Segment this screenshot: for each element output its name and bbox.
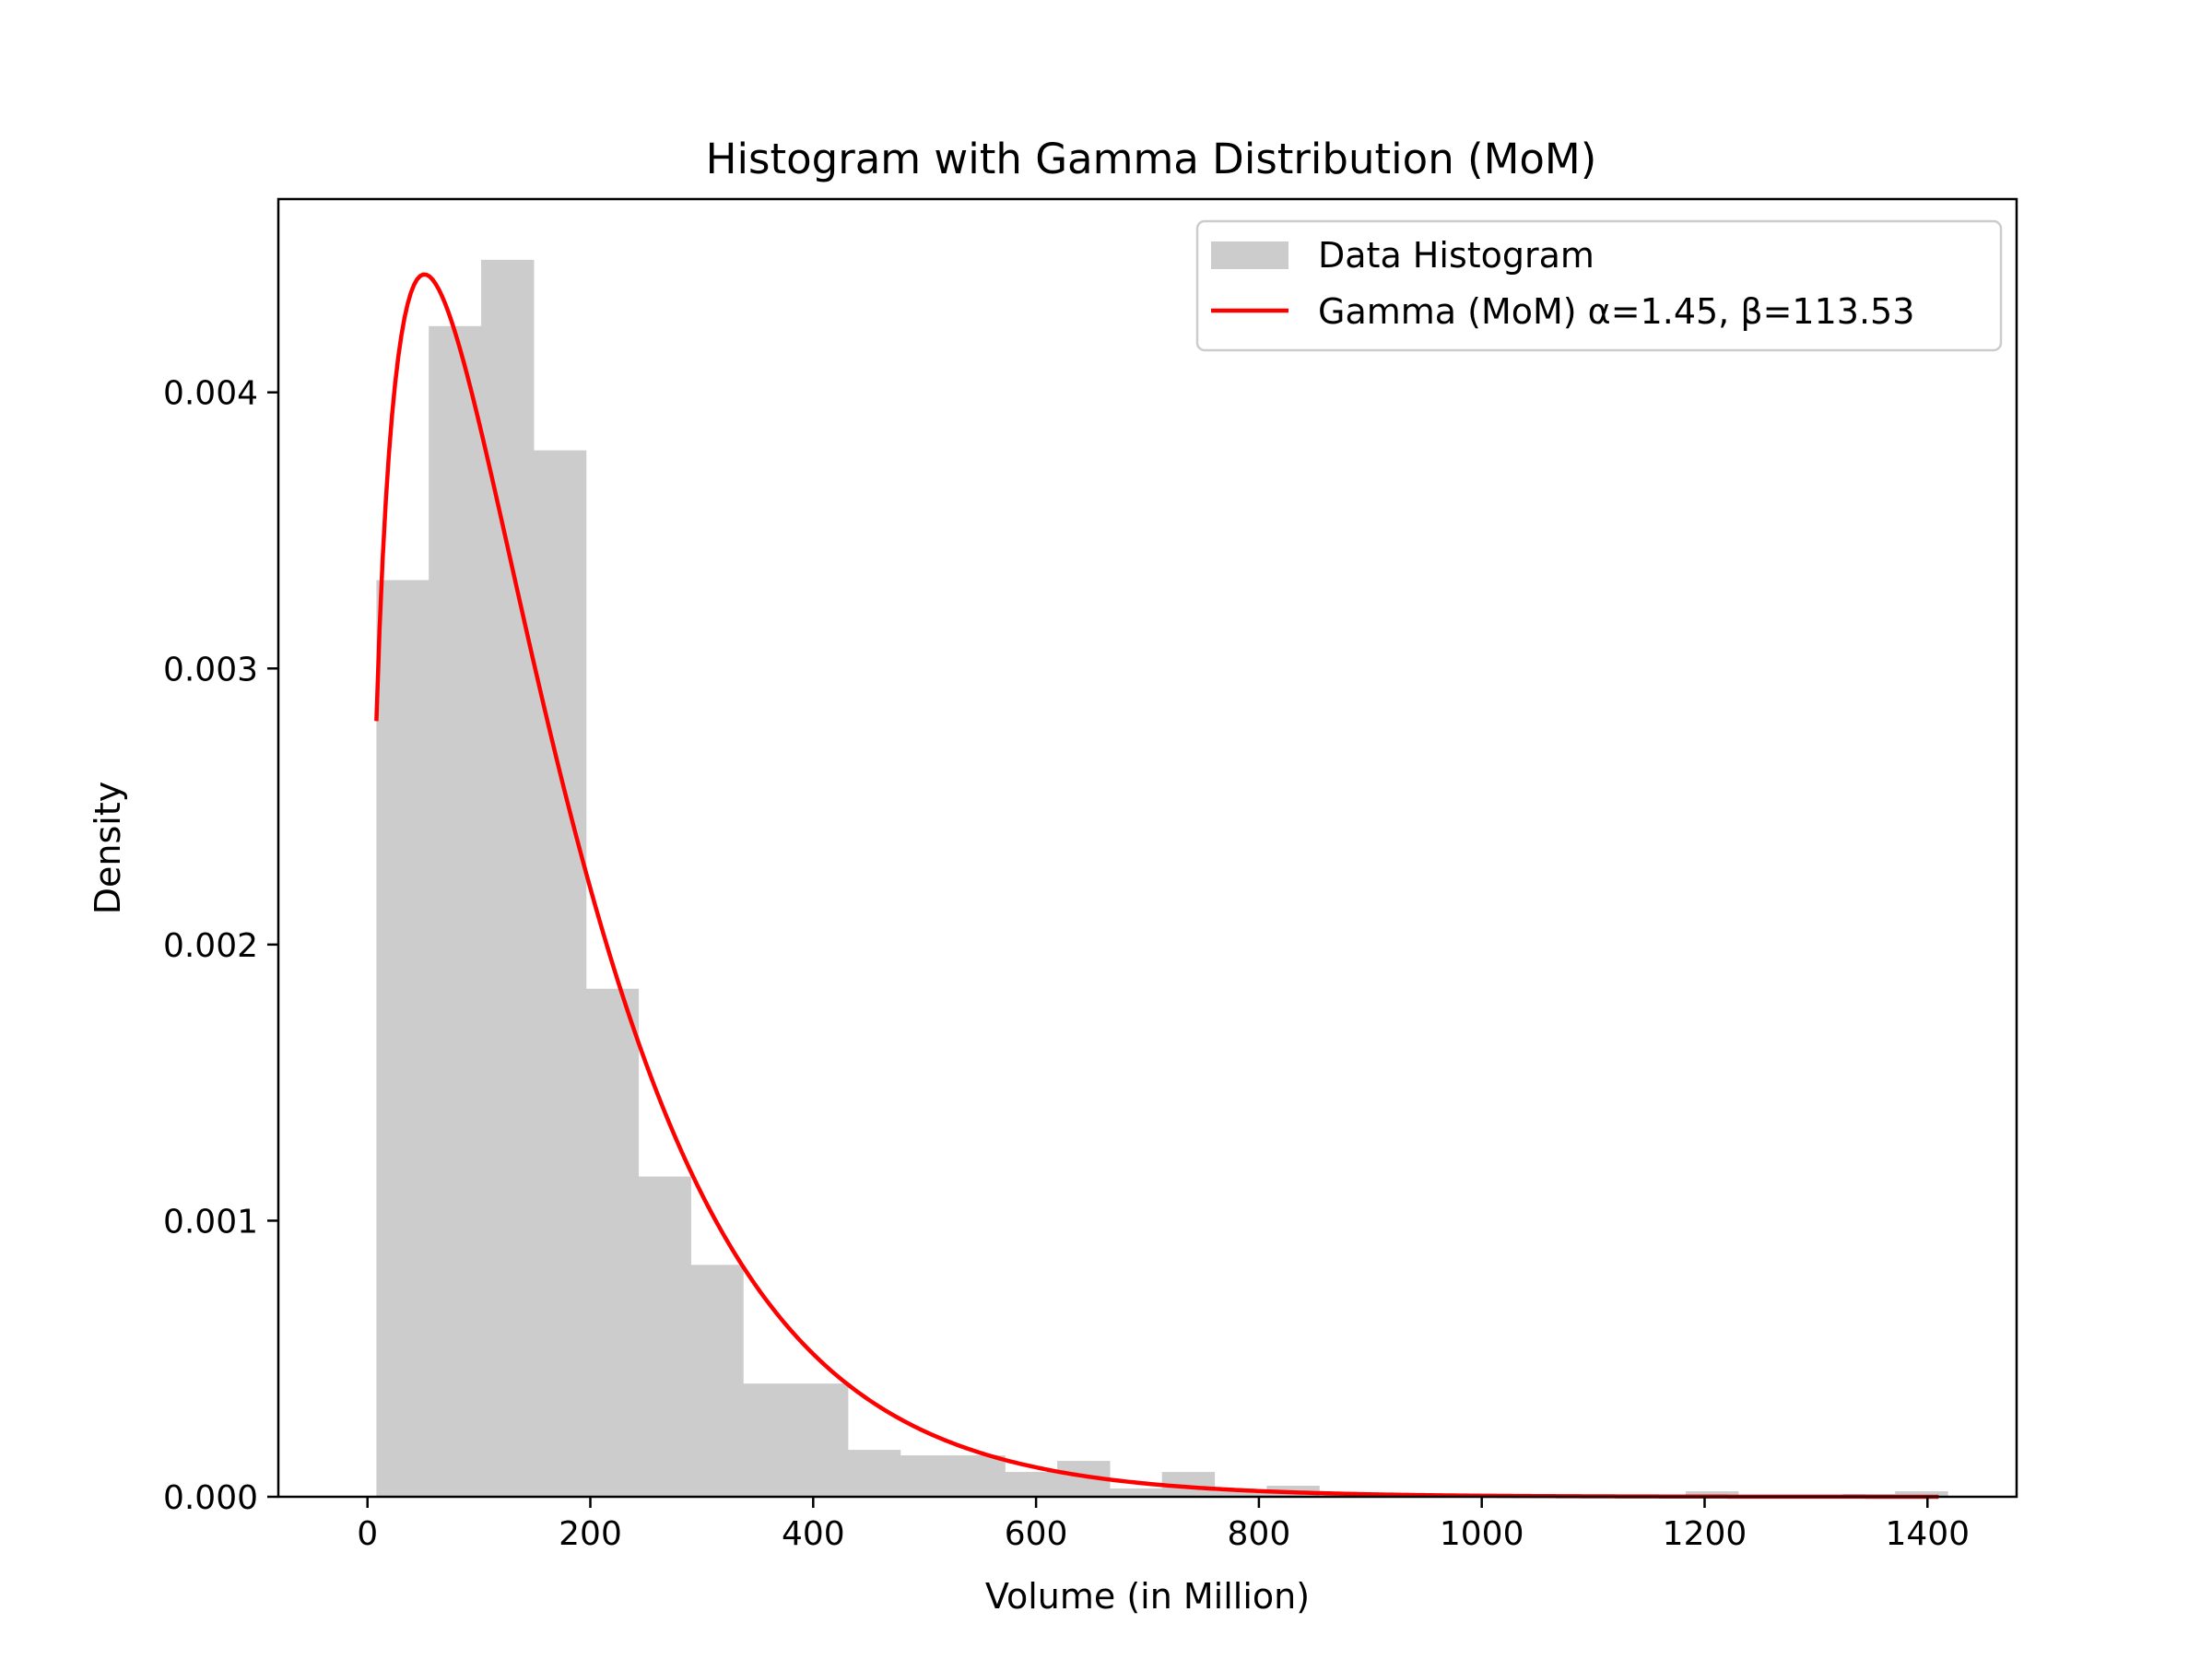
x-tick-label: 400 [782,1515,845,1553]
y-tick-label: 0.004 [163,375,258,413]
x-tick-label: 600 [1005,1515,1068,1553]
y-tick-label: 0.001 [163,1203,258,1241]
x-tick-label: 800 [1228,1515,1291,1553]
plot-area-frame [276,197,2018,1499]
histogram-bar [585,988,640,1497]
legend-label-histogram: Data Histogram [1318,235,1594,276]
histogram-bars [376,259,1948,1498]
histogram-bar [690,1265,744,1497]
histogram-bar [1214,1491,1267,1497]
histogram-bar [1005,1472,1058,1497]
y-tick-label: 0.000 [163,1479,258,1517]
legend-swatch-histogram [1211,241,1288,269]
x-tick-label: 1200 [1663,1515,1747,1553]
histogram-bar [952,1455,1006,1497]
x-tick-label: 200 [559,1515,622,1553]
x-axis-label: Volume (in Million) [985,1576,1310,1617]
legend: Data Histogram Gamma (MoM) α=1.45, β=113… [1195,219,2003,352]
histogram-bar [533,450,587,1497]
y-tick-label: 0.003 [163,651,258,688]
x-axis-ticks: 0 200 400 600 800 1000 1200 1400 [357,1497,1970,1553]
histogram-bar [794,1383,849,1497]
y-axis-ticks: 0.000 0.001 0.002 0.003 0.004 [163,375,278,1517]
y-tick-label: 0.002 [163,927,258,965]
x-tick-label: 0 [357,1515,378,1553]
histogram-bar [1685,1491,1739,1497]
chart-title: Histogram with Gamma Distribution (MoM) [706,135,1597,183]
histogram-bar [743,1383,796,1497]
legend-label-gamma: Gamma (MoM) α=1.45, β=113.53 [1318,291,1914,332]
histogram-bar [638,1176,691,1497]
histogram-bar [376,580,429,1497]
histogram-bar [900,1455,954,1497]
y-axis-label: Density [88,782,128,914]
histogram-bar [1109,1488,1163,1497]
histogram-bar [847,1450,901,1497]
legend-box [1195,219,2003,352]
histogram-bar [429,325,482,1498]
histogram-bar [1895,1491,1948,1497]
histogram-bar [481,259,535,1497]
x-tick-label: 1000 [1440,1515,1524,1553]
x-tick-label: 1400 [1885,1515,1970,1553]
